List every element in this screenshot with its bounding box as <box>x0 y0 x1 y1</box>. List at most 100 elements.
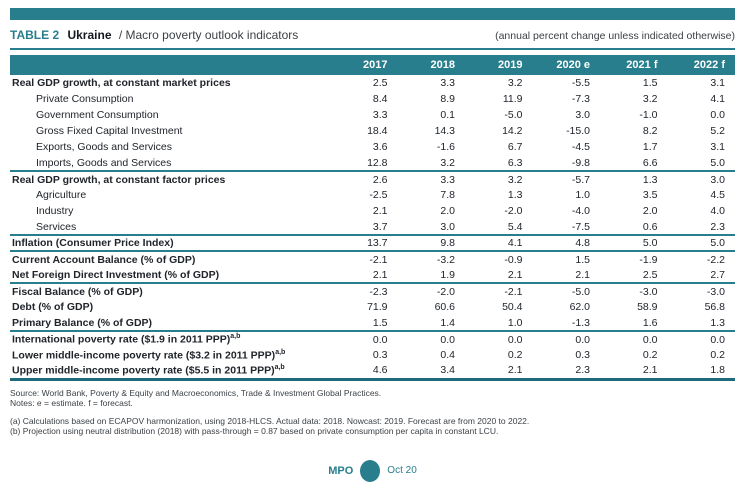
cell-value: 3.2 <box>397 155 465 172</box>
cell-value: 3.3 <box>440 77 455 89</box>
table-row: Debt (% of GDP) 71.9 60.6 50.4 62.0 58.9 56.8 <box>10 299 735 315</box>
indicators-table: 2017 2018 2019 2020 e 2021 f 2022 f Real GDP … <box>10 55 735 381</box>
table-row: Upper middle-income poverty rate ($5.5 i… <box>10 363 735 381</box>
cell-value: -5.0 <box>504 109 523 121</box>
table-row: Agriculture -2.5 7.8 1.3 1.0 3.5 4.5 <box>10 187 735 203</box>
table-row: Gross Fixed Capital Investment 18.4 14.3 14… <box>10 123 735 139</box>
cell-value: 7.8 <box>440 189 455 201</box>
cell-value: 1.7 <box>642 141 658 153</box>
cell-value: 13.7 <box>330 235 398 252</box>
cell-value: 8.4 <box>372 93 388 105</box>
cell-value: 3.3 <box>372 109 388 121</box>
top-accent-bar <box>10 8 735 20</box>
row-label-text: Real GDP growth, at constant factor pric… <box>12 173 226 186</box>
cell-value: 1.4 <box>397 315 465 332</box>
cell-value: 1.6 <box>600 315 668 332</box>
row-label: Industry <box>10 203 330 219</box>
table-row: Private Consumption 8.4 8.9 11.9 -7.3 3.2 4.1 <box>10 91 735 107</box>
row-label: Exports, Goods and Services <box>10 139 330 155</box>
cell-value: -2.0 <box>436 285 455 298</box>
cell-value: 12.8 <box>330 155 398 172</box>
cell-value: 0.0 <box>440 333 455 346</box>
row-label: Fiscal Balance (% of GDP) <box>10 283 330 299</box>
cell-value: 56.8 <box>704 301 725 313</box>
cell-value: 2.1 <box>465 267 533 284</box>
cell-value: 2.1 <box>372 205 388 217</box>
cell-value: 0.2 <box>710 349 725 361</box>
footnote-b: (b) Projection using neutral distributio… <box>10 425 499 436</box>
cell-value: 6.7 <box>507 141 523 153</box>
table-row: Net Foreign Direct Investment (% of GDP)… <box>10 267 735 284</box>
cell-value: 0.0 <box>575 333 590 346</box>
cell-value: -3.0 <box>639 285 658 298</box>
cell-value: 3.2 <box>507 77 523 89</box>
row-label: Government Consumption <box>10 107 330 123</box>
cell-value: -2.1 <box>504 285 523 298</box>
table-title: TABLE 2 Ukraine / Macro poverty outlook … <box>10 28 298 42</box>
cell-value: -15.0 <box>566 125 590 137</box>
row-label-text: Current Account Balance (% of GDP) <box>12 253 196 266</box>
cell-value: 3.0 <box>397 219 465 236</box>
cell-value: 5.2 <box>710 125 725 137</box>
cell-value: -3.0 <box>706 285 725 298</box>
cell-value: 50.4 <box>502 301 523 313</box>
cell-value: 8.2 <box>642 125 658 137</box>
footnote-marker: a,b <box>230 333 241 341</box>
cell-value: 71.9 <box>367 301 388 313</box>
table-row: Government Consumption 3.3 0.1 -5.0 3.0 -1.0 0… <box>10 107 735 123</box>
row-label-text: Services <box>36 220 77 233</box>
cell-value: 2.3 <box>667 219 735 236</box>
cell-value: -4.0 <box>571 205 590 217</box>
cell-value: 4.0 <box>710 205 725 217</box>
cell-value: 4.6 <box>330 363 398 381</box>
cell-value: 8.9 <box>440 93 455 105</box>
cell-value: 3.2 <box>642 93 658 105</box>
row-label: Gross Fixed Capital Investment <box>10 123 330 139</box>
cell-value: 3.7 <box>330 219 398 236</box>
cell-value: 3.0 <box>575 109 590 121</box>
cell-value: 5.4 <box>465 219 533 236</box>
cell-value: 3.1 <box>710 141 725 153</box>
cell-value: -2.1 <box>369 253 388 266</box>
cell-value: 2.5 <box>600 267 668 284</box>
row-label: Primary Balance (% of GDP) <box>10 315 330 332</box>
cell-value: -3.2 <box>436 253 455 266</box>
row-label-text: Lower middle-income poverty rate ($3.2 i… <box>12 349 276 362</box>
column-header-year: 2019 <box>498 59 523 71</box>
footnote-gap <box>10 408 735 416</box>
cell-value: -4.5 <box>571 141 590 153</box>
column-header-year: 2021 f <box>626 59 658 71</box>
cell-value: 1.3 <box>667 315 735 332</box>
table-row: Real GDP growth, at constant market pric… <box>10 75 735 91</box>
table-row: Industry 2.1 2.0 -2.0 -4.0 2.0 4.0 <box>10 203 735 219</box>
row-label: Real GDP growth, at constant factor pric… <box>10 171 330 187</box>
mpo-logo: MPO Oct 20 <box>0 459 745 482</box>
cell-value: 6.3 <box>465 155 533 172</box>
column-header-year: 2022 f <box>693 59 725 71</box>
table-row: Fiscal Balance (% of GDP) -2.3 -2.0 -2.1 -5.… <box>10 283 735 299</box>
footnote-marker: a,b <box>275 348 286 356</box>
cell-value: 4.1 <box>710 93 725 105</box>
cell-value: 0.0 <box>710 109 725 121</box>
country-name: Ukraine <box>67 28 112 42</box>
source-note: Source: World Bank, Poverty & Equity and… <box>10 387 382 398</box>
cell-value: 14.2 <box>502 125 523 137</box>
row-label-text: Gross Fixed Capital Investment <box>36 125 183 137</box>
mpo-logo-circle-icon <box>360 459 381 482</box>
cell-value: 0.0 <box>642 333 658 346</box>
row-label-text: Fiscal Balance (% of GDP) <box>12 285 143 298</box>
cell-value: 2.1 <box>465 363 533 381</box>
cell-value: 60.6 <box>434 301 455 313</box>
cell-value: -5.7 <box>571 173 590 186</box>
cell-value: -1.0 <box>639 109 658 121</box>
table-header-row: 2017 2018 2019 2020 e 2021 f 2022 f <box>10 55 735 75</box>
cell-value: -5.0 <box>571 285 590 298</box>
row-label: Real GDP growth, at constant market pric… <box>10 75 330 91</box>
row-label: Imports, Goods and Services <box>10 155 330 172</box>
cell-value: 3.0 <box>710 173 725 186</box>
cell-value: 3.4 <box>397 363 465 381</box>
cell-value: 62.0 <box>569 301 590 313</box>
cell-value: 11.9 <box>502 93 523 105</box>
row-label: Upper middle-income poverty rate ($5.5 i… <box>10 363 330 381</box>
cell-value: 0.3 <box>372 349 388 361</box>
